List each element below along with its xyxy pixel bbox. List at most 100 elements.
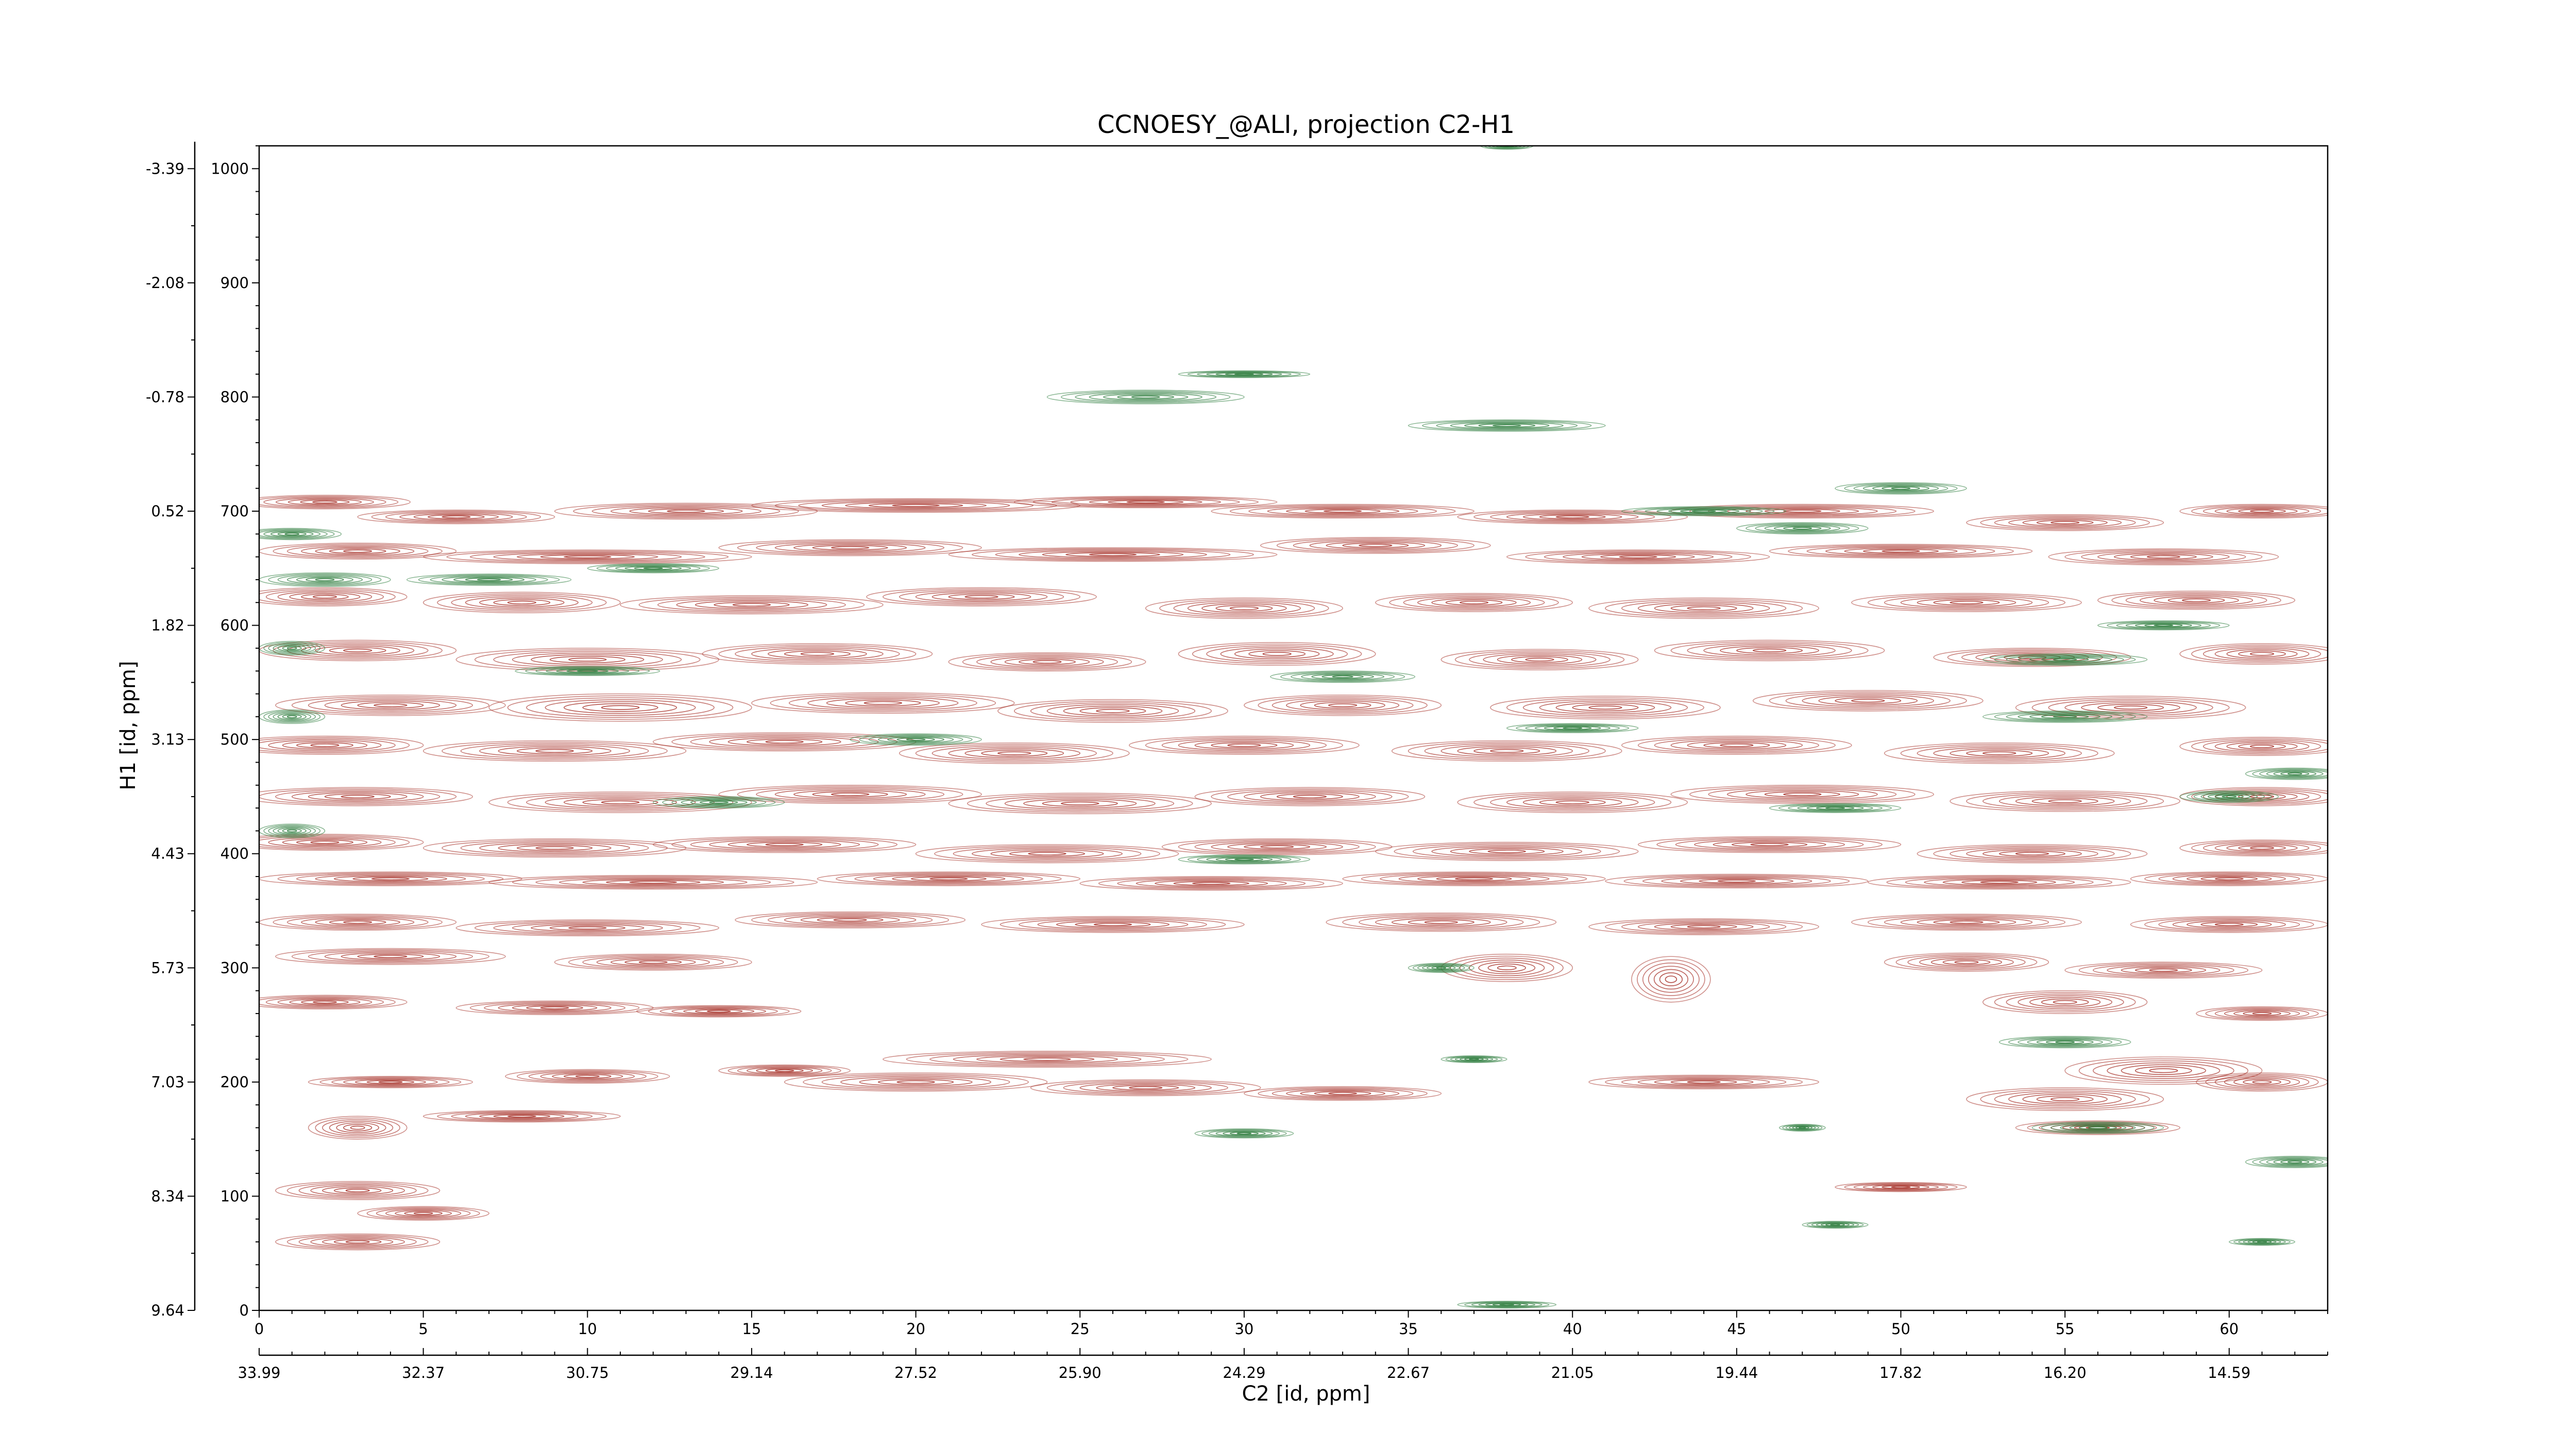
x-tick-label: 15 <box>742 1320 761 1338</box>
positive-peak <box>1884 952 2049 972</box>
x-ppm-tick-label: 33.99 <box>238 1364 280 1381</box>
positive-peak <box>981 916 1245 933</box>
positive-peak <box>259 995 408 1009</box>
negative-peak <box>1769 803 1902 813</box>
x-tick-label: 60 <box>2219 1320 2239 1338</box>
y-ppm-tick-label: 3.13 <box>151 731 184 748</box>
y-tick-label: 500 <box>221 731 249 748</box>
y-ppm-tick-label: 1.82 <box>151 617 184 634</box>
positive-peak <box>422 838 687 858</box>
positive-peak <box>1244 694 1442 716</box>
y-tick-label: 1000 <box>211 160 249 177</box>
x-ppm-tick-label: 24.29 <box>1223 1364 1265 1381</box>
negative-peak <box>259 572 391 587</box>
y-ppm-tick-label: 0.52 <box>151 502 184 520</box>
x-ppm-tick-label: 30.75 <box>566 1364 609 1381</box>
positive-peak <box>1588 597 1819 619</box>
positive-peak <box>1391 740 1622 762</box>
positive-peak <box>1631 956 1711 1003</box>
positive-peak <box>1030 1079 1261 1097</box>
negative-peak <box>259 641 326 655</box>
negative-peak <box>1982 710 2148 723</box>
positive-peak <box>259 587 408 606</box>
negative-peak <box>2031 1121 2164 1134</box>
positive-peak <box>1966 1087 2164 1111</box>
positive-peak <box>1982 990 2148 1014</box>
positive-peak <box>1670 503 1935 519</box>
y-tick-label: 900 <box>221 274 249 292</box>
positive-peak <box>1260 537 1491 554</box>
positive-peak <box>1178 642 1376 666</box>
positive-peak <box>488 791 752 813</box>
positive-peak <box>1211 503 1475 519</box>
positive-peak <box>1375 841 1639 861</box>
x-ppm-tick-label: 17.82 <box>1879 1364 1922 1381</box>
positive-peak <box>2179 643 2328 665</box>
x-ppm-tick-label: 29.14 <box>730 1364 773 1381</box>
y-ppm-tick-label: -0.78 <box>146 388 184 406</box>
y-axis-label: H1 [id, ppm] <box>116 661 140 790</box>
positive-peak <box>1588 1074 1819 1089</box>
positive-peak <box>1342 871 1606 886</box>
positive-peak <box>751 498 1081 513</box>
positive-peak <box>1867 875 2131 890</box>
positive-peak <box>620 595 884 615</box>
negative-peak <box>259 823 326 838</box>
negative-peak <box>1408 963 1475 973</box>
y-tick-label: 700 <box>221 502 249 520</box>
negative-peak <box>1506 723 1639 733</box>
positive-peak <box>1013 496 1278 509</box>
x-ppm-tick-label: 19.44 <box>1715 1364 1758 1381</box>
positive-peak <box>636 1005 802 1018</box>
positive-peak <box>1835 1182 1967 1192</box>
positive-peak <box>948 652 1146 672</box>
x-ppm-tick-label: 32.37 <box>402 1364 445 1381</box>
positive-peak <box>1605 873 1869 888</box>
positive-peak <box>1670 784 1935 804</box>
negative-peak <box>2245 1156 2328 1168</box>
positive-peak <box>2179 787 2328 806</box>
y-ppm-tick-label: -2.08 <box>146 274 184 292</box>
positive-peak <box>2130 916 2328 933</box>
positive-peak <box>883 1051 1212 1068</box>
negative-peak <box>1835 482 1967 495</box>
x-ppm-tick-label: 16.20 <box>2044 1364 2087 1381</box>
x-ppm-tick-label: 22.67 <box>1387 1364 1430 1381</box>
negative-peak <box>1408 419 1606 432</box>
positive-peak <box>259 735 424 755</box>
positive-peak <box>1326 913 1557 932</box>
negative-peak <box>259 709 326 724</box>
negative-peak <box>1982 653 2148 666</box>
x-tick-label: 30 <box>1234 1320 1253 1338</box>
positive-peak <box>308 1116 408 1140</box>
positive-peak <box>718 539 982 557</box>
positive-peak <box>1769 544 2033 559</box>
positive-peak <box>259 495 411 510</box>
x-tick-label: 20 <box>906 1320 925 1338</box>
negative-peak <box>850 733 982 746</box>
x-axis-label: C2 [id, ppm] <box>1242 1382 1370 1406</box>
positive-peak <box>652 836 917 853</box>
positive-peak <box>259 543 457 560</box>
positive-peak <box>2064 1056 2263 1085</box>
negative-peak <box>1736 522 1869 535</box>
negative-peak <box>1046 390 1245 405</box>
x-tick-label: 45 <box>1727 1320 1746 1338</box>
plot-frame <box>258 145 2329 1311</box>
y-tick-label: 200 <box>221 1073 249 1091</box>
positive-peak <box>702 643 933 665</box>
negative-peak <box>1194 1128 1294 1139</box>
negative-peak <box>1998 1036 2131 1049</box>
positive-peak <box>1851 593 2082 612</box>
positive-peak <box>915 844 1179 864</box>
positive-peak <box>2064 962 2263 979</box>
x-ppm-tick-label: 25.90 <box>1059 1364 1101 1381</box>
positive-peak <box>422 1110 621 1123</box>
negative-peak <box>259 528 342 541</box>
positive-peak <box>422 740 687 762</box>
positive-peak <box>817 871 1081 886</box>
positive-peak <box>488 693 752 722</box>
positive-peak <box>1244 1086 1442 1101</box>
positive-peak <box>357 1206 489 1221</box>
